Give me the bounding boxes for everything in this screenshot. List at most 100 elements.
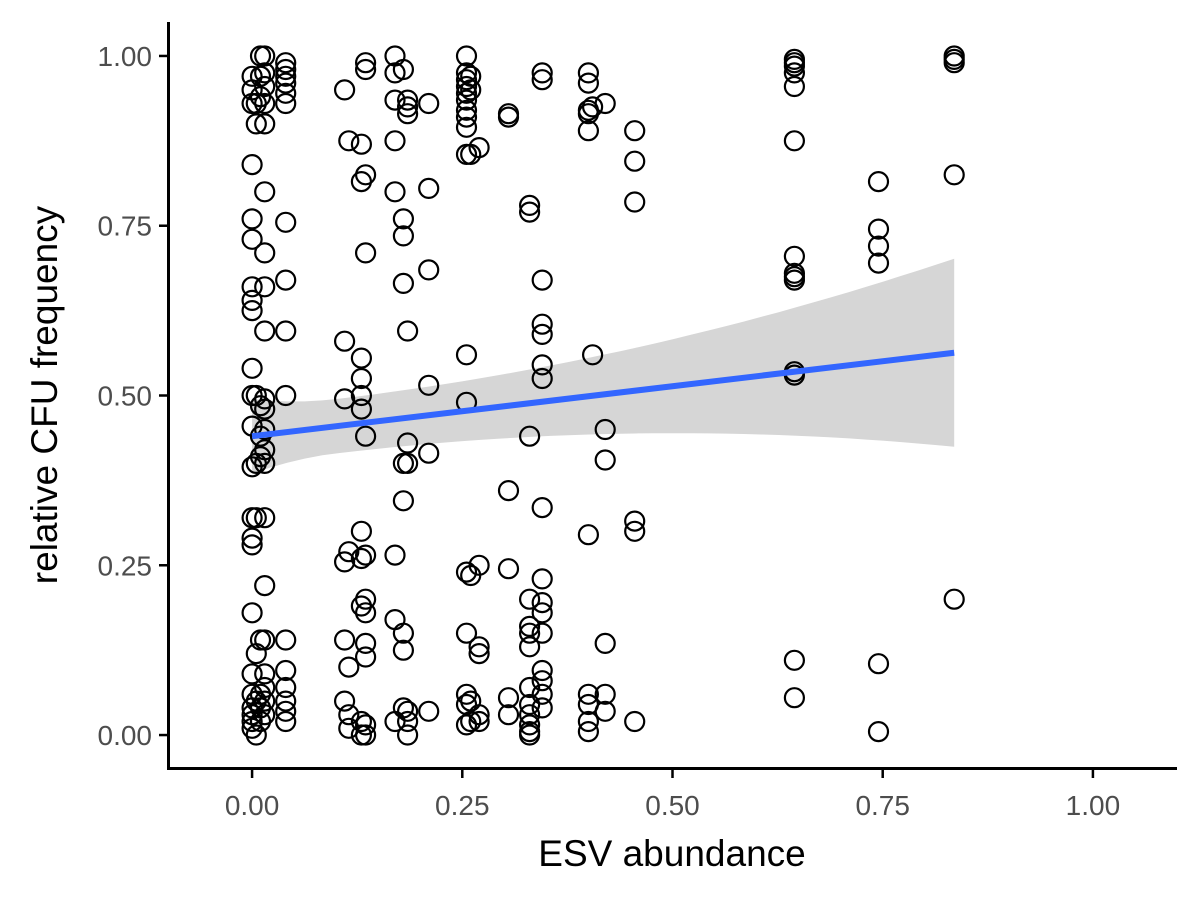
data-point [355,425,377,447]
data-point [254,45,276,67]
data-point [254,439,276,461]
x-axis-title: ESV abundance [538,833,805,874]
data-point [783,245,806,267]
data-point [624,510,646,532]
data-point [624,150,646,172]
data-point [624,710,646,733]
data-point [355,588,377,610]
y-axis-title: relative CFU frequency [24,205,65,584]
data-point [241,289,263,311]
data-point [581,96,604,118]
data-point [254,92,276,115]
data-point [577,683,600,705]
data-point [350,384,372,407]
data-point [594,700,616,722]
data-point [397,724,419,746]
data-point [338,541,360,563]
data-point [254,398,276,420]
data-point [397,320,419,342]
x-tick-label: 0.00 [225,790,280,821]
data-point [783,130,806,152]
data-point [624,120,646,142]
confidence-band [252,258,955,474]
data-point [355,242,377,264]
data-point [455,622,478,644]
data-point [460,79,482,101]
data-point [275,72,297,94]
data-point [384,130,406,152]
x-tick-label: 0.50 [645,790,700,821]
data-point [455,89,478,111]
data-point [254,320,276,342]
data-point [241,228,263,250]
data-point [384,181,406,203]
data-point [355,602,377,624]
data-point [460,690,482,712]
data-point [254,62,276,84]
data-point [518,724,541,746]
data-point [518,636,541,658]
data-point [254,388,276,410]
data-point [355,52,377,74]
data-point [275,52,297,74]
data-point [468,704,490,726]
data-point [241,663,263,685]
data-point [275,320,297,342]
data-point [783,687,806,709]
data-point [392,208,414,230]
data-point [350,710,372,733]
data-point [468,636,490,658]
data-point [355,632,377,655]
data-point [275,676,297,699]
data-point [384,89,406,111]
data-point [275,700,297,722]
data-point [254,507,276,529]
x-tick-label: 0.75 [855,790,910,821]
data-point [254,242,276,264]
data-point [418,177,440,199]
x-ticks: 0.00 0.25 0.50 0.75 1.00 [225,769,1120,821]
data-point [397,96,419,118]
data-point [275,211,297,233]
data-point [497,558,520,580]
data-point [497,480,520,502]
data-point [531,497,553,519]
data-point [594,632,616,655]
data-point [418,259,440,281]
data-point [241,527,263,549]
data-point [355,58,377,81]
confidence-band-layer [252,258,955,474]
data-point [418,442,440,464]
data-point [275,690,297,712]
points-layer [241,45,965,746]
data-point [241,357,263,379]
data-point [249,65,272,87]
data-point [397,710,419,733]
data-point [531,62,553,84]
data-point [334,629,356,651]
data-point [518,704,541,726]
data-point [241,602,263,624]
data-point [518,676,541,699]
data-point [392,697,414,719]
data-point [275,384,297,407]
data-point [518,714,541,736]
data-point [468,554,490,576]
data-point [355,544,377,566]
data-point [594,683,616,705]
data-point [577,72,600,94]
data-point [783,55,806,77]
data-point [468,642,490,665]
data-point [350,547,372,570]
data-point [350,171,372,193]
data-point [577,120,600,142]
data-point [249,629,272,651]
data-point [943,588,965,610]
data-point [455,106,478,128]
data-point [397,432,419,454]
data-point [392,639,414,661]
data-point [518,693,541,716]
data-point [392,490,414,512]
data-point [455,69,478,91]
y-tick-label: 0.00 [98,720,153,751]
